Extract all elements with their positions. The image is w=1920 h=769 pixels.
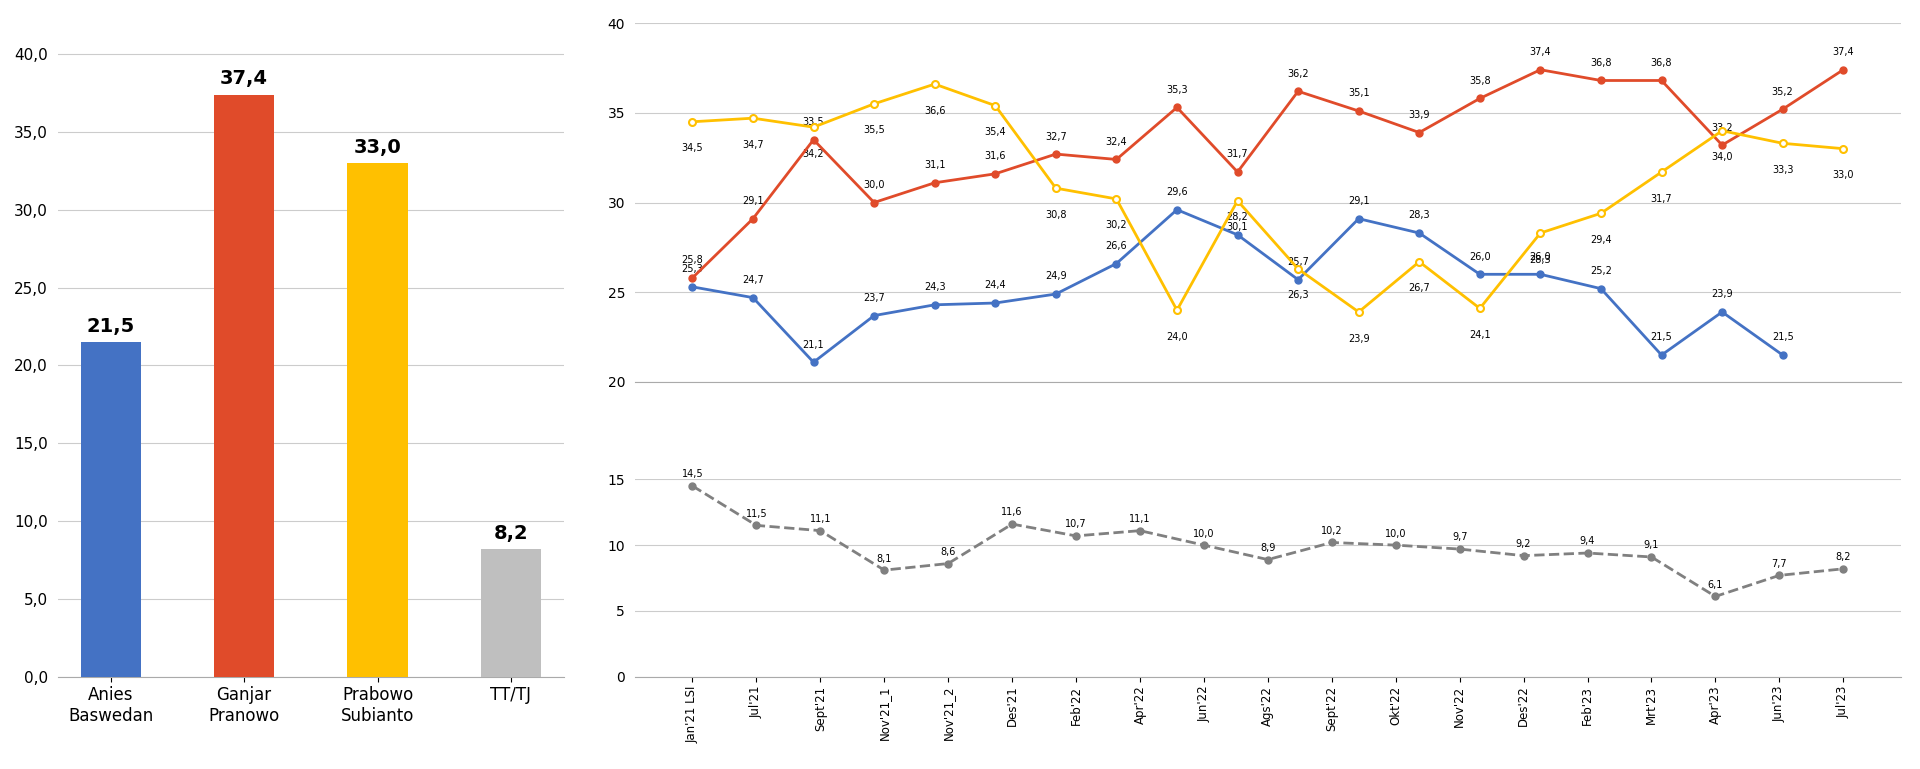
Text: 30,2: 30,2: [1106, 221, 1127, 231]
Text: 29,1: 29,1: [1348, 196, 1369, 206]
Text: 31,7: 31,7: [1227, 149, 1248, 159]
Text: 10,0: 10,0: [1384, 528, 1407, 538]
Text: 21,1: 21,1: [803, 340, 824, 350]
Text: 9,1: 9,1: [1644, 541, 1659, 551]
Text: 26,3: 26,3: [1286, 291, 1309, 301]
Text: 8,9: 8,9: [1260, 543, 1275, 553]
Text: 36,2: 36,2: [1286, 68, 1309, 78]
Text: 23,9: 23,9: [1711, 289, 1734, 299]
Text: 30,8: 30,8: [1044, 210, 1068, 220]
Text: 24,1: 24,1: [1469, 330, 1490, 340]
Text: 23,7: 23,7: [864, 293, 885, 303]
Text: 31,1: 31,1: [924, 160, 945, 170]
Text: 33,3: 33,3: [1772, 165, 1793, 175]
Text: 21,5: 21,5: [1772, 332, 1793, 342]
Text: 24,4: 24,4: [985, 281, 1006, 291]
Text: 34,2: 34,2: [803, 148, 824, 158]
Text: 29,6: 29,6: [1165, 187, 1188, 197]
Text: 34,5: 34,5: [682, 143, 703, 153]
Text: 33,5: 33,5: [803, 117, 824, 127]
Bar: [480, 549, 541, 677]
Text: 11,1: 11,1: [1129, 514, 1150, 524]
Text: 11,5: 11,5: [745, 509, 768, 519]
Text: 37,4: 37,4: [1832, 47, 1855, 57]
Text: 32,7: 32,7: [1044, 131, 1068, 141]
Text: 36,8: 36,8: [1651, 58, 1672, 68]
Text: 10,0: 10,0: [1192, 528, 1215, 538]
Text: 35,8: 35,8: [1469, 76, 1490, 86]
Text: 37,4: 37,4: [221, 69, 269, 88]
Text: 26,6: 26,6: [1106, 241, 1127, 251]
Text: 30,0: 30,0: [864, 180, 885, 190]
Text: 9,2: 9,2: [1515, 539, 1532, 549]
Text: 24,3: 24,3: [924, 282, 945, 292]
Text: 10,7: 10,7: [1066, 519, 1087, 529]
Text: 8,6: 8,6: [941, 547, 956, 557]
Text: 33,0: 33,0: [1832, 170, 1855, 180]
Text: 26,0: 26,0: [1530, 251, 1551, 261]
Text: 28,3: 28,3: [1530, 255, 1551, 265]
Bar: [213, 95, 275, 677]
Text: 24,0: 24,0: [1165, 331, 1188, 341]
Text: 14,5: 14,5: [682, 469, 703, 479]
Text: 7,7: 7,7: [1772, 559, 1788, 569]
Text: 26,7: 26,7: [1409, 283, 1430, 293]
Text: 36,6: 36,6: [924, 105, 945, 115]
Text: 33,9: 33,9: [1409, 110, 1430, 120]
Text: 31,7: 31,7: [1651, 194, 1672, 204]
Text: 9,4: 9,4: [1580, 537, 1596, 547]
Text: 29,4: 29,4: [1590, 235, 1611, 245]
Text: 26,0: 26,0: [1469, 251, 1490, 261]
Text: 23,9: 23,9: [1348, 334, 1369, 344]
Text: 28,2: 28,2: [1227, 212, 1248, 222]
Text: 31,6: 31,6: [985, 151, 1006, 161]
Text: 11,1: 11,1: [810, 514, 831, 524]
Text: 25,2: 25,2: [1590, 266, 1613, 276]
Text: 37,4: 37,4: [1530, 47, 1551, 57]
Text: 33,2: 33,2: [1711, 122, 1734, 132]
Text: 35,2: 35,2: [1772, 87, 1793, 97]
Text: 28,3: 28,3: [1409, 211, 1430, 221]
Text: 11,6: 11,6: [1002, 508, 1023, 518]
Text: 29,1: 29,1: [743, 196, 764, 206]
Text: 35,4: 35,4: [985, 127, 1006, 137]
Text: 34,0: 34,0: [1711, 152, 1734, 162]
Bar: [81, 342, 140, 677]
Text: 36,8: 36,8: [1590, 58, 1611, 68]
Text: 21,5: 21,5: [1651, 332, 1672, 342]
Text: 8,2: 8,2: [493, 524, 528, 543]
Text: 25,7: 25,7: [1286, 257, 1309, 267]
Text: 10,2: 10,2: [1321, 526, 1342, 536]
Text: 35,3: 35,3: [1165, 85, 1188, 95]
Text: 35,1: 35,1: [1348, 88, 1369, 98]
Text: 24,7: 24,7: [743, 275, 764, 285]
Text: 30,1: 30,1: [1227, 222, 1248, 232]
Text: 24,9: 24,9: [1044, 271, 1068, 281]
Text: 33,0: 33,0: [353, 138, 401, 157]
Text: 21,5: 21,5: [86, 317, 134, 336]
Text: 32,4: 32,4: [1106, 137, 1127, 147]
Text: 8,2: 8,2: [1836, 552, 1851, 562]
Text: 8,1: 8,1: [877, 554, 893, 564]
Text: 9,7: 9,7: [1452, 532, 1467, 542]
Text: 25,3: 25,3: [682, 265, 703, 275]
Bar: [348, 163, 407, 677]
Text: 34,7: 34,7: [743, 140, 764, 150]
Text: 25,8: 25,8: [682, 255, 703, 265]
Text: 35,5: 35,5: [864, 125, 885, 135]
Text: 6,1: 6,1: [1707, 580, 1722, 590]
